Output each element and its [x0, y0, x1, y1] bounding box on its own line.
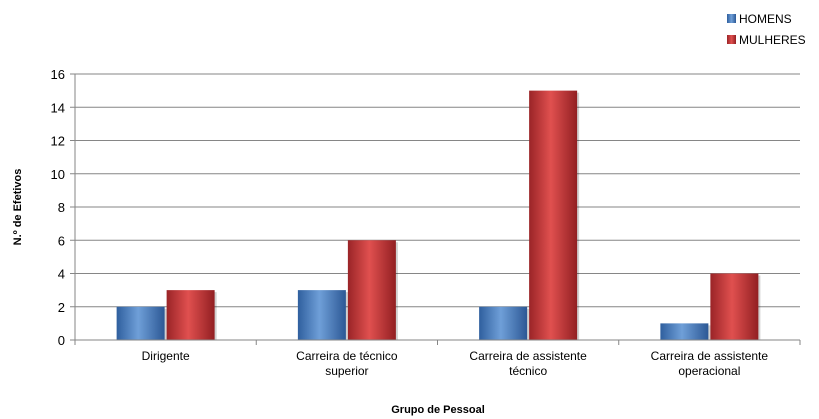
y-tick-label: 16	[51, 67, 65, 82]
bars	[116, 90, 761, 340]
y-tick-label: 4	[58, 267, 65, 282]
x-category-label: superior	[325, 364, 368, 378]
x-category-label: Carreira de assistente	[651, 349, 769, 363]
y-axis-ticks: 0 2 4 6 8 10 12 14 16	[51, 67, 75, 348]
y-axis-title: N.º de Efetivos	[12, 169, 24, 246]
legend-label-homens: HOMENS	[739, 11, 792, 26]
y-tick-label: 10	[51, 167, 65, 182]
legend-swatch-mulheres	[727, 35, 736, 44]
bar-mulheres-3	[710, 273, 759, 340]
bar-homens-0	[116, 306, 165, 340]
bar-mulheres-1	[347, 240, 396, 340]
bar-mulheres-2	[529, 90, 578, 340]
bar-homens-1	[297, 290, 346, 340]
y-tick-label: 0	[58, 333, 65, 348]
legend: HOMENS MULHERES	[727, 10, 806, 52]
legend-label-mulheres: MULHERES	[739, 32, 806, 47]
x-category-label: Carreira de técnico	[296, 349, 398, 363]
bar-mulheres-0	[166, 290, 215, 340]
x-axis-title: Grupo de Pessoal	[391, 404, 485, 416]
y-tick-label: 6	[58, 233, 65, 248]
gridlines	[75, 73, 800, 308]
y-tick-label: 12	[51, 134, 65, 149]
y-tick-label: 8	[58, 200, 65, 215]
x-category-label: operacional	[678, 364, 740, 378]
legend-item-homens: HOMENS	[727, 10, 806, 27]
legend-item-mulheres: MULHERES	[727, 31, 806, 48]
y-tick-label: 2	[58, 300, 65, 315]
x-category-label: Carreira de assistente	[469, 349, 587, 363]
bar-homens-3	[660, 323, 709, 340]
x-category-label: técnico	[509, 364, 547, 378]
x-category-label: Dirigente	[142, 349, 190, 363]
bar-homens-2	[479, 306, 528, 340]
y-tick-label: 14	[51, 100, 65, 115]
legend-swatch-homens	[727, 14, 736, 23]
